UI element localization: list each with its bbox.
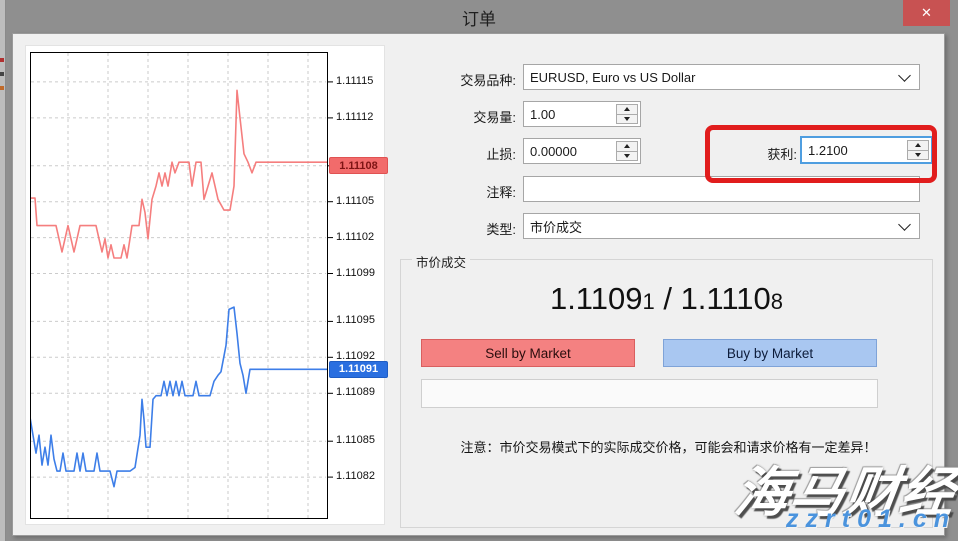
axis-tick-label: 1.11112	[336, 110, 374, 123]
spin-down-button[interactable]	[616, 114, 638, 124]
axis-tick-label: 1.11095	[336, 314, 375, 327]
volume-label: 交易量:	[473, 110, 516, 125]
background-marker-icon	[0, 58, 4, 62]
symbol-value: EURUSD, Euro vs US Dollar	[530, 69, 696, 85]
chevron-down-icon	[898, 217, 911, 231]
bid-quote-last-digit: 1	[642, 289, 655, 314]
market-execution-note: 注意：市价交易模式下的实际成交价格，可能会和请求价格有一定差异！	[460, 440, 877, 455]
symbol-label: 交易品种:	[460, 73, 516, 88]
axis-tick-label: 1.11102	[336, 230, 375, 243]
quote-separator: /	[654, 281, 681, 316]
axis-tick-label: 1.11089	[336, 386, 375, 399]
comment-label: 注释:	[486, 185, 516, 200]
chevron-down-icon	[898, 68, 911, 82]
axis-tick-label: 1.11082	[336, 470, 375, 483]
bid-ask-quote: 1.11091 / 1.11108	[400, 281, 933, 317]
triangle-up-icon	[915, 143, 921, 148]
tick-chart	[30, 52, 333, 519]
axis-tick-label: 1.11105	[336, 194, 375, 207]
ask-price-badge: 1.11108	[329, 157, 388, 175]
symbol-select[interactable]: EURUSD, Euro vs US Dollar	[523, 64, 920, 90]
order-type-select[interactable]: 市价成交	[523, 213, 920, 239]
axis-tick-label: 1.11115	[336, 74, 374, 87]
stop-loss-label: 止损:	[486, 147, 516, 162]
volume-input[interactable]: 1.00	[523, 101, 641, 127]
spin-up-button[interactable]	[616, 104, 638, 115]
market-execution-group-label: 市价成交	[412, 252, 471, 271]
comment-input[interactable]	[523, 176, 920, 202]
close-button[interactable]: ✕	[903, 0, 950, 26]
order-status-box	[421, 379, 878, 408]
take-profit-value: 1.2100	[808, 142, 848, 158]
background-marker-icon	[0, 86, 4, 90]
triangle-down-icon	[624, 153, 630, 158]
axis-tick-label: 1.11099	[336, 266, 375, 279]
volume-value: 1.00	[530, 106, 556, 122]
axis-tick-label: 1.11085	[336, 434, 375, 447]
triangle-up-icon	[624, 107, 630, 112]
bid-price-badge: 1.11091	[329, 360, 388, 378]
axis-tick-label: 1.11092	[336, 350, 375, 363]
take-profit-input[interactable]: 1.2100	[800, 136, 933, 164]
sell-by-market-button[interactable]: Sell by Market	[421, 339, 635, 367]
take-profit-spinner	[907, 140, 929, 160]
spin-up-button[interactable]	[907, 140, 929, 151]
order-type-label: 类型:	[486, 222, 516, 237]
spin-down-button[interactable]	[907, 150, 929, 160]
order-type-value: 市价成交	[530, 219, 583, 235]
triangle-up-icon	[624, 144, 630, 149]
market-execution-group	[400, 259, 933, 528]
spin-up-button[interactable]	[616, 141, 638, 152]
window-title: 订单	[462, 10, 496, 29]
triangle-down-icon	[624, 116, 630, 121]
ask-quote: 1.1110	[680, 281, 771, 316]
bid-quote: 1.1109	[549, 281, 643, 316]
buy-by-market-button[interactable]: Buy by Market	[663, 339, 877, 367]
spin-down-button[interactable]	[616, 151, 638, 161]
volume-spinner	[616, 104, 638, 124]
background-window-edge	[0, 0, 6, 541]
close-icon: ✕	[921, 5, 932, 20]
stop-loss-value: 0.00000	[530, 143, 577, 159]
background-marker-icon	[0, 72, 4, 76]
chart-panel	[25, 45, 385, 525]
take-profit-label: 获利:	[767, 147, 797, 162]
stop-loss-spinner	[616, 141, 638, 161]
stop-loss-input[interactable]: 0.00000	[523, 138, 641, 164]
ask-quote-last-digit: 8	[770, 289, 784, 314]
triangle-down-icon	[915, 152, 921, 157]
